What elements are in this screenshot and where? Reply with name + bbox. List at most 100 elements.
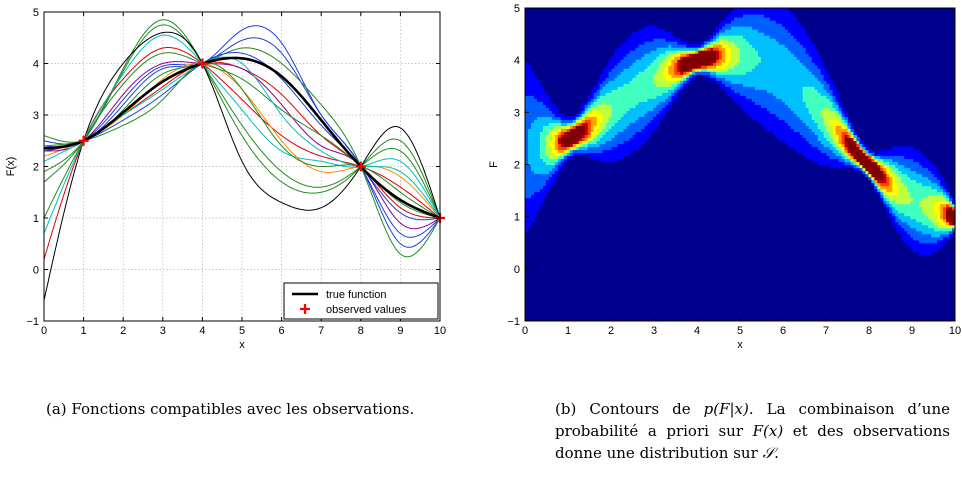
contour-cell: [536, 119, 541, 123]
contour-cell: [545, 125, 550, 129]
contour-cell: [907, 206, 911, 211]
contour-cell: [725, 68, 729, 72]
xtick-label-a: 3: [160, 325, 166, 337]
contour-cell: [937, 176, 941, 181]
contour-cell: [525, 218, 529, 223]
contour-cell: [841, 116, 846, 120]
contour-cell: [805, 137, 810, 142]
contour-cell: [931, 206, 935, 211]
contour-cell: [530, 212, 535, 217]
contour-cell: [671, 65, 675, 69]
contour-cell: [748, 86, 753, 90]
contour-cell: [527, 77, 532, 81]
contour-cell: [802, 62, 807, 66]
contour-cell: [563, 125, 568, 129]
contour-cell: [817, 155, 822, 160]
contour-cell: [877, 167, 881, 172]
contour-cell: [748, 44, 753, 48]
contour-cell: [740, 56, 744, 60]
contour-cell: [725, 65, 729, 69]
contour-cell: [656, 32, 660, 36]
contour-cell: [704, 71, 708, 75]
contour-cell: [659, 65, 663, 69]
contour-cell: [814, 86, 819, 90]
contour-cell: [910, 188, 914, 193]
contour-cell: [554, 125, 559, 129]
contour-cell: [826, 92, 831, 96]
contour-cell: [716, 68, 720, 72]
contour-cell: [745, 56, 750, 60]
contour-cell: [525, 191, 529, 196]
contour-cell: [632, 32, 637, 36]
contour-cell: [913, 209, 917, 214]
contour-cell: [560, 116, 565, 120]
contour-cell: [623, 74, 628, 78]
contour-cell: [632, 107, 637, 111]
contour-cell: [605, 128, 610, 132]
contour-cell: [742, 41, 747, 45]
contour-cell: [835, 98, 840, 102]
contour-cell: [566, 125, 571, 129]
contour-cell: [632, 143, 637, 148]
contour-cell: [937, 194, 941, 199]
contour-cell: [784, 53, 789, 57]
contour-cell: [898, 149, 902, 154]
contour-cell: [602, 140, 607, 145]
contour-cell: [802, 98, 807, 102]
contour-cell: [629, 83, 634, 87]
contour-cell: [728, 23, 732, 27]
contour-cell: [901, 149, 905, 154]
contour-cell: [644, 44, 649, 48]
contour-cell: [751, 83, 756, 87]
contour-cell: [781, 92, 786, 96]
contour-cell: [841, 119, 846, 123]
contour-cell: [677, 68, 681, 72]
contour-cell: [892, 170, 896, 175]
contour-cell: [745, 110, 750, 114]
contour-cell: [760, 35, 765, 39]
contour-cell: [635, 89, 640, 93]
contour-cell: [757, 116, 762, 120]
contour-cell: [805, 107, 810, 111]
contour-cell: [898, 203, 902, 208]
contour-cell: [617, 98, 622, 102]
contour-cell: [850, 140, 855, 145]
contour-cell: [883, 197, 887, 202]
contour-cell: [584, 140, 589, 145]
contour-cell: [805, 74, 810, 78]
contour-cell: [823, 155, 828, 160]
contour-cell: [844, 140, 849, 145]
contour-cell: [928, 182, 932, 187]
contour-cell: [677, 47, 681, 51]
contour-cell: [949, 227, 953, 232]
contour-cell: [641, 59, 646, 63]
contour-cell: [641, 107, 646, 111]
contour-cell: [742, 74, 747, 78]
contour-cell: [620, 155, 625, 160]
contour-cell: [793, 113, 798, 117]
contour-cell: [943, 215, 947, 220]
contour-cell: [689, 68, 693, 72]
contour-cell: [763, 20, 768, 24]
contour-cell: [623, 128, 628, 132]
contour-cell: [781, 62, 786, 66]
contour-cell: [725, 29, 729, 33]
contour-cell: [901, 200, 905, 205]
contour-cell: [725, 53, 729, 57]
contour-cell: [760, 26, 765, 30]
contour-cell: [802, 74, 807, 78]
contour-cell: [530, 101, 535, 105]
contour-cell: [641, 119, 646, 123]
contour-cell: [638, 38, 643, 42]
contour-cell: [880, 149, 884, 154]
contour-cell: [525, 104, 529, 108]
contour-cell: [901, 203, 905, 208]
contour-cell: [946, 236, 950, 241]
contour-cell: [593, 131, 598, 135]
contour-cell: [527, 71, 532, 75]
contour-cell: [778, 35, 783, 39]
contour-cell: [760, 38, 765, 42]
contour-cell: [898, 227, 902, 232]
contour-cell: [683, 47, 687, 51]
contour-cell: [644, 134, 649, 139]
